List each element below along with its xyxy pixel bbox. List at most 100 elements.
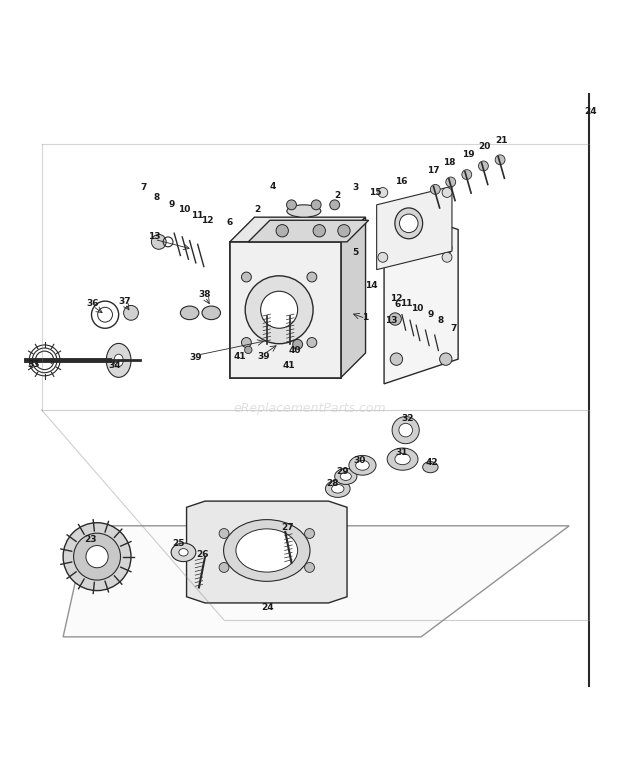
- Circle shape: [293, 339, 303, 349]
- Circle shape: [219, 529, 229, 538]
- Ellipse shape: [171, 543, 196, 562]
- Ellipse shape: [423, 462, 438, 473]
- Circle shape: [244, 346, 252, 353]
- Text: 10: 10: [410, 304, 423, 313]
- Ellipse shape: [179, 548, 188, 556]
- Text: 30: 30: [353, 456, 366, 465]
- Circle shape: [430, 184, 440, 194]
- Circle shape: [338, 225, 350, 237]
- Text: 36: 36: [86, 299, 99, 308]
- Text: 10: 10: [178, 205, 190, 215]
- Polygon shape: [63, 526, 569, 637]
- Circle shape: [390, 353, 402, 365]
- Ellipse shape: [335, 468, 357, 484]
- Circle shape: [63, 523, 131, 590]
- Polygon shape: [230, 242, 341, 378]
- Circle shape: [442, 187, 452, 197]
- Circle shape: [495, 155, 505, 165]
- Circle shape: [304, 529, 314, 538]
- Circle shape: [151, 235, 166, 250]
- Text: 27: 27: [281, 523, 294, 531]
- Circle shape: [241, 272, 251, 282]
- Ellipse shape: [349, 456, 376, 475]
- Ellipse shape: [395, 208, 423, 239]
- Text: 18: 18: [443, 158, 456, 168]
- Text: 14: 14: [365, 281, 378, 289]
- Text: 7: 7: [451, 324, 457, 333]
- Text: 4: 4: [270, 182, 276, 191]
- Circle shape: [330, 200, 340, 210]
- Text: 42: 42: [426, 459, 438, 467]
- Circle shape: [462, 170, 472, 179]
- Text: 28: 28: [326, 480, 339, 488]
- Circle shape: [245, 276, 313, 344]
- Circle shape: [399, 214, 418, 232]
- Text: 33: 33: [27, 360, 40, 369]
- Text: 39: 39: [257, 352, 270, 360]
- Circle shape: [313, 225, 326, 237]
- Ellipse shape: [392, 417, 419, 444]
- Text: 2: 2: [254, 205, 260, 215]
- Ellipse shape: [287, 205, 321, 217]
- Text: 29: 29: [337, 467, 349, 476]
- Circle shape: [276, 225, 288, 237]
- Text: 39: 39: [190, 353, 202, 363]
- Circle shape: [304, 562, 314, 573]
- Text: 24: 24: [262, 603, 274, 612]
- Ellipse shape: [224, 519, 310, 581]
- Text: 24: 24: [585, 107, 597, 115]
- Ellipse shape: [326, 480, 350, 498]
- Polygon shape: [248, 220, 369, 242]
- Circle shape: [74, 534, 120, 580]
- Text: 17: 17: [427, 166, 440, 175]
- Circle shape: [241, 338, 251, 347]
- Circle shape: [446, 177, 456, 187]
- Text: 21: 21: [495, 136, 508, 144]
- Text: 13: 13: [148, 232, 161, 242]
- Text: 5: 5: [352, 249, 358, 257]
- Text: 23: 23: [85, 535, 97, 544]
- Text: 32: 32: [401, 414, 414, 423]
- Circle shape: [123, 306, 138, 321]
- Text: 16: 16: [395, 177, 407, 186]
- Ellipse shape: [236, 529, 298, 572]
- Text: 9: 9: [427, 310, 433, 319]
- Text: 12: 12: [202, 216, 214, 225]
- Ellipse shape: [340, 473, 352, 480]
- Polygon shape: [230, 217, 366, 242]
- Circle shape: [219, 562, 229, 573]
- Text: 11: 11: [400, 299, 412, 308]
- Polygon shape: [341, 217, 366, 378]
- Text: eReplacementParts.com: eReplacementParts.com: [234, 402, 386, 415]
- Circle shape: [307, 272, 317, 282]
- Circle shape: [389, 313, 401, 325]
- Text: 31: 31: [395, 448, 407, 457]
- Ellipse shape: [399, 424, 412, 437]
- Circle shape: [378, 253, 388, 262]
- Circle shape: [390, 242, 402, 254]
- Text: 7: 7: [140, 183, 146, 192]
- Circle shape: [311, 200, 321, 210]
- Circle shape: [378, 187, 388, 197]
- Text: 8: 8: [154, 193, 160, 202]
- Text: 26: 26: [197, 550, 209, 558]
- Text: 9: 9: [169, 200, 175, 209]
- Text: 6: 6: [227, 218, 233, 227]
- Text: 38: 38: [199, 290, 211, 299]
- Text: 19: 19: [462, 150, 474, 158]
- Text: 41: 41: [233, 352, 246, 360]
- Circle shape: [260, 291, 298, 328]
- Circle shape: [442, 253, 452, 262]
- Circle shape: [440, 353, 452, 365]
- Text: 11: 11: [192, 211, 204, 221]
- Text: 13: 13: [385, 317, 397, 325]
- Circle shape: [479, 161, 489, 171]
- Polygon shape: [384, 205, 458, 384]
- Ellipse shape: [332, 484, 344, 493]
- Text: 1: 1: [363, 313, 369, 321]
- Text: 25: 25: [172, 538, 185, 548]
- Text: 8: 8: [438, 317, 444, 325]
- Ellipse shape: [395, 454, 410, 465]
- Text: 41: 41: [283, 361, 295, 370]
- Text: 12: 12: [390, 294, 402, 303]
